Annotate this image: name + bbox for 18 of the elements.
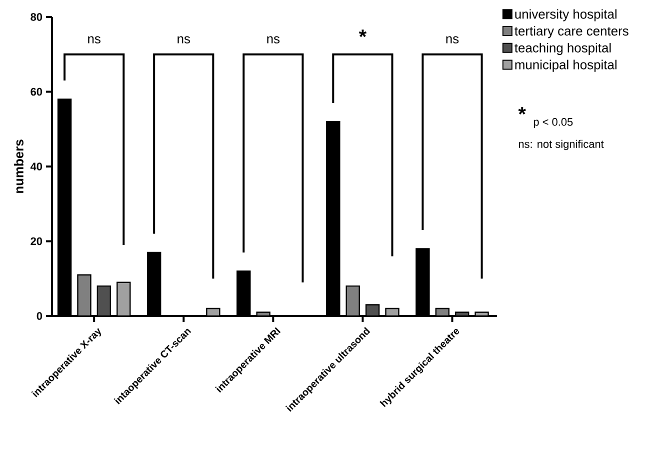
text: * [518,107,526,114]
legend-label: teaching hospital [514,42,611,56]
y-axis-title: numbers [14,140,24,193]
text: p < 0.05 [534,118,573,128]
y-tick-label: 40 [30,162,42,170]
annotation: ns [446,36,459,44]
legend-label: university hospital [515,9,616,22]
y-tick-label: 20 [30,237,42,246]
annotation: ns [178,36,190,44]
y-tick-label: 80 [30,13,42,21]
y-tick-label: 60 [30,88,42,96]
y-tick-label: 0 [36,312,42,320]
legend-label: municipal hospital [515,60,616,72]
legend-label: tertiary care centers [514,26,628,38]
annotation: * [358,30,367,38]
text: ns: not significant [518,140,604,150]
annotation: ns [267,36,280,44]
annotation: ns [88,36,100,44]
